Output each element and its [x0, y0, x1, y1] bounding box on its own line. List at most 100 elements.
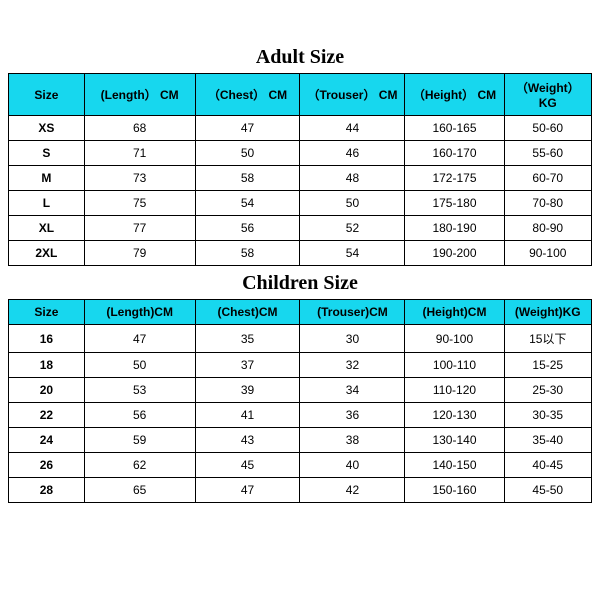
cell-size: L: [9, 191, 85, 216]
col-trouser: （Trouser） CM: [300, 74, 405, 116]
cell-size: S: [9, 141, 85, 166]
cell-weight: 80-90: [504, 216, 591, 241]
cell-trouser: 40: [300, 453, 405, 478]
table-row: 20 53 39 34 110-120 25-30: [9, 378, 592, 403]
cell-length: 77: [84, 216, 195, 241]
cell-length: 79: [84, 241, 195, 266]
cell-trouser: 44: [300, 116, 405, 141]
cell-weight: 45-50: [504, 478, 591, 503]
col-size: Size: [9, 300, 85, 325]
cell-trouser: 48: [300, 166, 405, 191]
cell-trouser: 34: [300, 378, 405, 403]
cell-trouser: 30: [300, 325, 405, 353]
cell-weight: 15以下: [504, 325, 591, 353]
cell-chest: 45: [195, 453, 300, 478]
col-length: (Length)CM: [84, 300, 195, 325]
cell-length: 75: [84, 191, 195, 216]
children-size-table: Size (Length)CM (Chest)CM (Trouser)CM (H…: [8, 299, 592, 503]
cell-trouser: 52: [300, 216, 405, 241]
table-row: 18 50 37 32 100-110 15-25: [9, 353, 592, 378]
cell-height: 175-180: [405, 191, 504, 216]
cell-height: 172-175: [405, 166, 504, 191]
cell-size: 16: [9, 325, 85, 353]
cell-size: 18: [9, 353, 85, 378]
cell-trouser: 36: [300, 403, 405, 428]
cell-weight: 15-25: [504, 353, 591, 378]
cell-weight: 70-80: [504, 191, 591, 216]
cell-length: 50: [84, 353, 195, 378]
table-row: 26 62 45 40 140-150 40-45: [9, 453, 592, 478]
cell-size: XL: [9, 216, 85, 241]
table-row: 2XL 79 58 54 190-200 90-100: [9, 241, 592, 266]
cell-height: 160-165: [405, 116, 504, 141]
col-size: Size: [9, 74, 85, 116]
table-row: XS 68 47 44 160-165 50-60: [9, 116, 592, 141]
adult-size-table: Size (Length） CM （Chest） CM （Trouser） CM…: [8, 73, 592, 266]
cell-size: XS: [9, 116, 85, 141]
table-row: 22 56 41 36 120-130 30-35: [9, 403, 592, 428]
cell-weight: 55-60: [504, 141, 591, 166]
cell-length: 56: [84, 403, 195, 428]
cell-length: 53: [84, 378, 195, 403]
cell-length: 59: [84, 428, 195, 453]
adult-header-row: Size (Length） CM （Chest） CM （Trouser） CM…: [9, 74, 592, 116]
table-row: 28 65 47 42 150-160 45-50: [9, 478, 592, 503]
col-chest: （Chest） CM: [195, 74, 300, 116]
cell-height: 160-170: [405, 141, 504, 166]
cell-size: 2XL: [9, 241, 85, 266]
cell-length: 65: [84, 478, 195, 503]
cell-chest: 50: [195, 141, 300, 166]
size-chart-page: Adult Size Size (Length） CM （Chest） CM （…: [0, 0, 600, 600]
cell-height: 180-190: [405, 216, 504, 241]
cell-trouser: 50: [300, 191, 405, 216]
col-height: （Height） CM: [405, 74, 504, 116]
table-row: L 75 54 50 175-180 70-80: [9, 191, 592, 216]
cell-size: 24: [9, 428, 85, 453]
cell-chest: 39: [195, 378, 300, 403]
cell-chest: 58: [195, 166, 300, 191]
cell-size: 28: [9, 478, 85, 503]
cell-weight: 30-35: [504, 403, 591, 428]
cell-weight: 40-45: [504, 453, 591, 478]
cell-length: 62: [84, 453, 195, 478]
cell-trouser: 38: [300, 428, 405, 453]
cell-height: 150-160: [405, 478, 504, 503]
cell-height: 100-110: [405, 353, 504, 378]
cell-height: 120-130: [405, 403, 504, 428]
cell-trouser: 46: [300, 141, 405, 166]
cell-weight: 25-30: [504, 378, 591, 403]
children-header-row: Size (Length)CM (Chest)CM (Trouser)CM (H…: [9, 300, 592, 325]
cell-size: M: [9, 166, 85, 191]
cell-chest: 43: [195, 428, 300, 453]
table-row: 16 47 35 30 90-100 15以下: [9, 325, 592, 353]
table-row: M 73 58 48 172-175 60-70: [9, 166, 592, 191]
col-trouser: (Trouser)CM: [300, 300, 405, 325]
cell-chest: 54: [195, 191, 300, 216]
col-chest: (Chest)CM: [195, 300, 300, 325]
col-height: (Height)CM: [405, 300, 504, 325]
cell-chest: 35: [195, 325, 300, 353]
table-row: 24 59 43 38 130-140 35-40: [9, 428, 592, 453]
cell-weight: 60-70: [504, 166, 591, 191]
cell-height: 110-120: [405, 378, 504, 403]
cell-height: 140-150: [405, 453, 504, 478]
cell-weight: 50-60: [504, 116, 591, 141]
cell-weight: 35-40: [504, 428, 591, 453]
cell-chest: 58: [195, 241, 300, 266]
adult-size-title: Adult Size: [8, 46, 592, 69]
cell-chest: 47: [195, 478, 300, 503]
cell-trouser: 32: [300, 353, 405, 378]
col-length: (Length） CM: [84, 74, 195, 116]
cell-chest: 47: [195, 116, 300, 141]
cell-height: 130-140: [405, 428, 504, 453]
cell-length: 71: [84, 141, 195, 166]
cell-size: 26: [9, 453, 85, 478]
cell-length: 68: [84, 116, 195, 141]
cell-trouser: 42: [300, 478, 405, 503]
cell-chest: 41: [195, 403, 300, 428]
cell-weight: 90-100: [504, 241, 591, 266]
cell-size: 20: [9, 378, 85, 403]
cell-length: 47: [84, 325, 195, 353]
cell-height: 190-200: [405, 241, 504, 266]
table-row: S 71 50 46 160-170 55-60: [9, 141, 592, 166]
